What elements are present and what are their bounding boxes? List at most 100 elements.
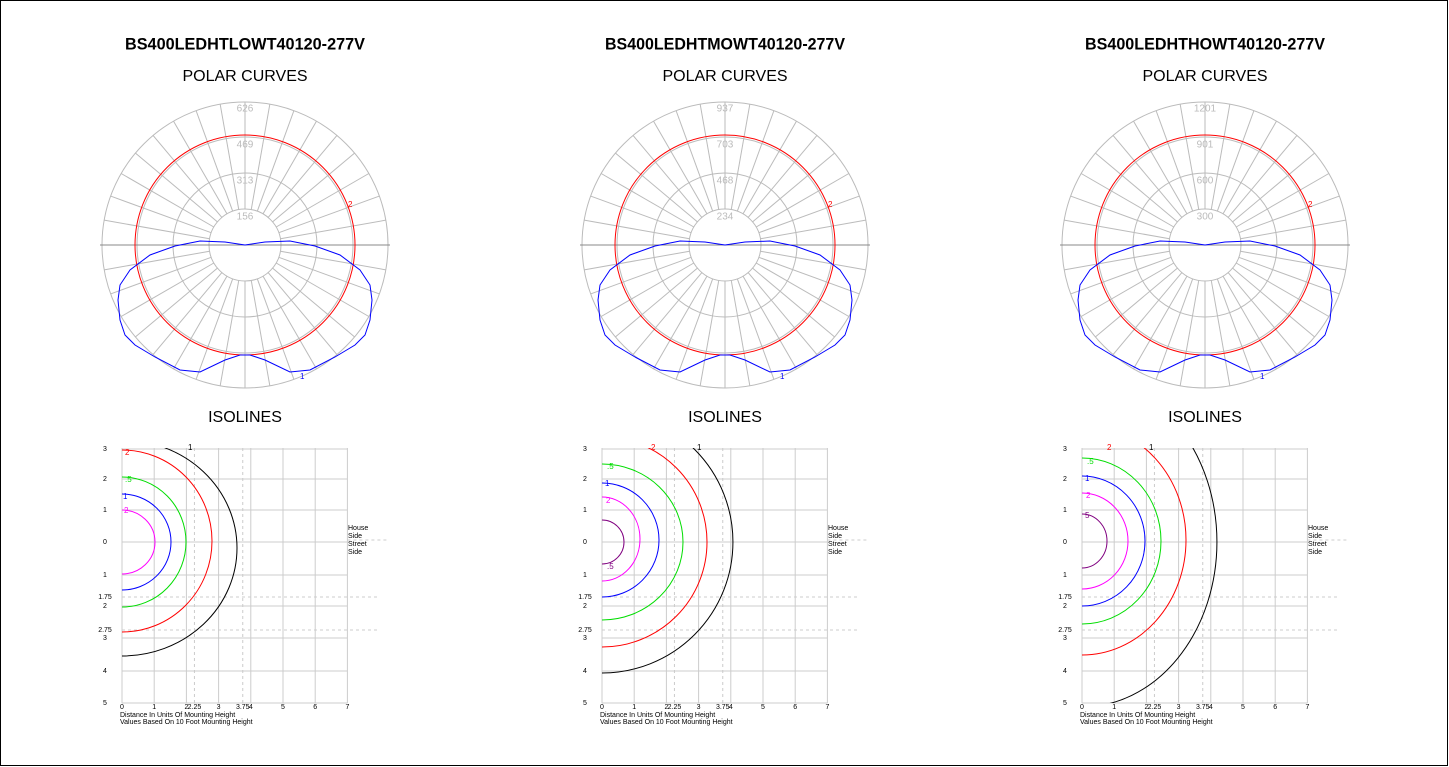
isoline bbox=[122, 449, 213, 633]
radial-line bbox=[600, 262, 695, 317]
radial-line bbox=[653, 275, 708, 370]
radial-line bbox=[104, 219, 210, 240]
isoline-label: .5 bbox=[607, 462, 614, 471]
isoline bbox=[602, 448, 708, 648]
isoline-label: 2 bbox=[606, 496, 611, 505]
x-label: 0 bbox=[600, 704, 604, 711]
ring-label: 626 bbox=[237, 104, 254, 115]
radial-line bbox=[1210, 280, 1231, 386]
isoline-label: 2 bbox=[124, 506, 129, 515]
radial-line bbox=[742, 275, 797, 370]
y-label: 4 bbox=[1063, 668, 1067, 675]
radial-line bbox=[1235, 262, 1330, 317]
x-label: 4 bbox=[249, 704, 253, 711]
side-label: Side bbox=[348, 533, 362, 540]
y-label: 2.75 bbox=[1058, 627, 1072, 634]
x-label: 7 bbox=[1305, 704, 1309, 711]
radial-line bbox=[250, 280, 271, 386]
radial-line bbox=[280, 219, 386, 240]
x-label: 2.25 bbox=[668, 704, 682, 711]
isoline-label: .5 bbox=[607, 562, 614, 571]
radial-line bbox=[747, 135, 818, 218]
x-label: 5 bbox=[281, 704, 285, 711]
y-label: 1 bbox=[103, 507, 107, 514]
ring-label: 1201 bbox=[1194, 104, 1217, 115]
radial-line bbox=[267, 272, 338, 355]
isoline-label: 1 bbox=[1085, 474, 1090, 483]
polar-heading: POLAR CURVES bbox=[182, 68, 307, 85]
radial-line bbox=[267, 135, 338, 218]
radial-line bbox=[1095, 152, 1178, 223]
isoline-grid bbox=[121, 448, 387, 704]
ring-label: 469 bbox=[237, 140, 254, 151]
radial-line bbox=[1216, 110, 1255, 212]
ring-label: 313 bbox=[237, 176, 254, 187]
y-label: 0 bbox=[103, 539, 107, 546]
radial-line bbox=[272, 267, 355, 338]
ring-label: 234 bbox=[717, 212, 734, 223]
y-label: 3 bbox=[583, 446, 587, 453]
radial-line bbox=[590, 195, 692, 234]
radial-line bbox=[760, 219, 866, 240]
isoline-label: 1 bbox=[605, 479, 610, 488]
radial-line bbox=[173, 120, 228, 215]
isoline-label: .5 bbox=[125, 475, 132, 484]
radial-line bbox=[1112, 135, 1183, 218]
y-label: 1 bbox=[1063, 507, 1067, 514]
side-label: Street bbox=[348, 541, 367, 548]
y-label: 3 bbox=[1063, 446, 1067, 453]
curve-1 bbox=[597, 240, 853, 373]
radial-line bbox=[1216, 278, 1255, 380]
x-label: 5 bbox=[1241, 704, 1245, 711]
x-label: 2.25 bbox=[188, 704, 202, 711]
ring-label: 468 bbox=[717, 176, 734, 187]
side-label: House bbox=[1308, 525, 1328, 532]
side-label: Side bbox=[828, 533, 842, 540]
isoline-label: 1 bbox=[697, 443, 702, 452]
x-label: 3 bbox=[217, 704, 221, 711]
radial-line bbox=[1070, 195, 1172, 234]
radial-line bbox=[104, 250, 210, 271]
note: Values Based On 10 Foot Mounting Height bbox=[120, 719, 253, 726]
isolines bbox=[1082, 448, 1218, 703]
isoline bbox=[1082, 492, 1129, 590]
radial-line bbox=[590, 256, 692, 295]
isoline-label: 5 bbox=[1085, 511, 1090, 520]
radial-line bbox=[1133, 120, 1188, 215]
radial-line bbox=[615, 267, 698, 338]
x-label: 2 bbox=[184, 704, 188, 711]
y-label: 0 bbox=[583, 539, 587, 546]
radial-line bbox=[758, 195, 860, 234]
radial-line bbox=[1064, 250, 1170, 271]
isoline bbox=[1082, 448, 1187, 656]
radial-line bbox=[730, 280, 751, 386]
radial-line bbox=[1155, 278, 1194, 380]
x-label: 3.75 bbox=[716, 704, 730, 711]
radial-line bbox=[1240, 219, 1346, 240]
y-label: 1.75 bbox=[1058, 594, 1072, 601]
x-label: 4 bbox=[729, 704, 733, 711]
radial-line bbox=[1179, 104, 1200, 210]
isoline bbox=[602, 448, 734, 674]
isoline bbox=[122, 493, 172, 591]
radial-line bbox=[1222, 120, 1277, 215]
radial-line bbox=[632, 135, 703, 218]
radial-line bbox=[219, 280, 240, 386]
radial-line bbox=[1238, 256, 1340, 295]
y-label: 1 bbox=[103, 572, 107, 579]
radial-line bbox=[275, 262, 370, 317]
isoline bbox=[1082, 457, 1162, 625]
radial-line bbox=[262, 120, 317, 215]
isoline bbox=[122, 476, 187, 608]
radial-line bbox=[195, 278, 234, 380]
radial-line bbox=[1064, 219, 1170, 240]
radial-line bbox=[278, 256, 380, 295]
isoline-grid bbox=[1081, 448, 1347, 704]
radial-line bbox=[1095, 267, 1178, 338]
y-label: 5 bbox=[1063, 700, 1067, 707]
radial-line bbox=[736, 278, 775, 380]
y-label: 3 bbox=[583, 635, 587, 642]
radial-line bbox=[760, 250, 866, 271]
x-label: 1 bbox=[152, 704, 156, 711]
